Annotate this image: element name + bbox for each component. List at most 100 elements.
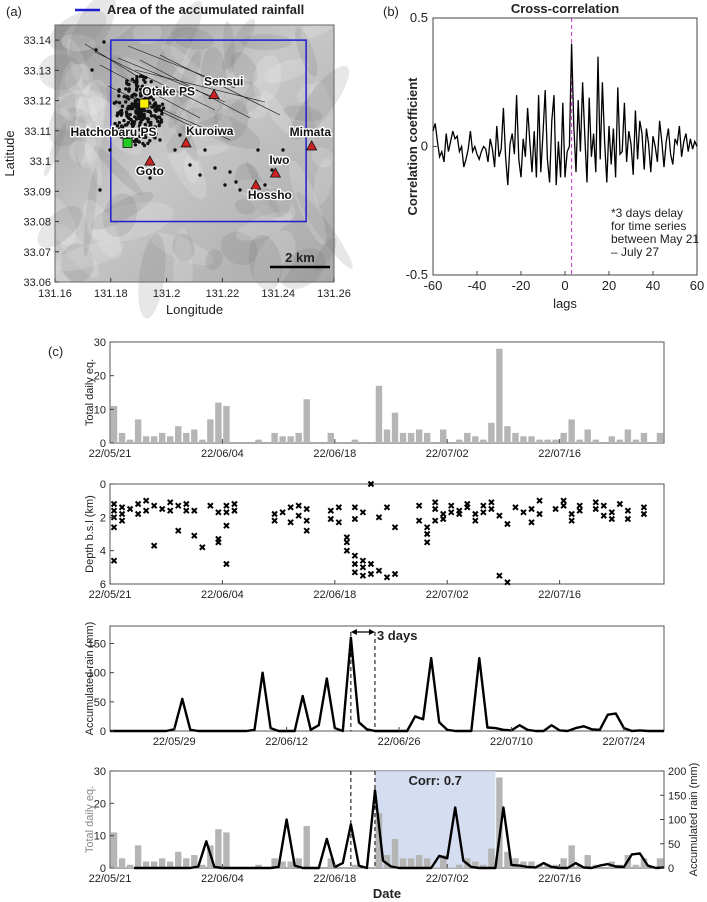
combo-eq-bar	[656, 858, 664, 868]
epicenter-point	[223, 183, 227, 187]
epicenter-point	[130, 77, 135, 82]
depth-point	[415, 502, 423, 509]
map-x-tick-label: 131.16	[38, 288, 72, 300]
relief-texture	[309, 81, 334, 136]
epicenter-point	[213, 166, 217, 170]
xcorr-y-tick-label: -0.5	[406, 267, 428, 282]
combo-left-tick-label: 20	[94, 798, 106, 810]
depth-point	[175, 527, 182, 534]
eq-bar	[295, 432, 302, 443]
eq-bar	[632, 439, 640, 443]
depth-y-axis-label: Depth b.s.l (km)	[84, 495, 96, 573]
relief-texture	[151, 233, 214, 266]
combo-right-tick-label: 200	[668, 766, 686, 778]
epicenter-point	[135, 98, 140, 102]
combo-left-tick-label: 30	[94, 766, 106, 778]
combo-eq-bar	[295, 858, 302, 868]
eq-bar	[391, 412, 399, 443]
relief-texture	[69, 140, 93, 164]
depth-point	[576, 507, 583, 514]
depth-point	[367, 560, 375, 568]
relief-texture	[248, 234, 282, 291]
epicenter-point	[127, 116, 131, 121]
place-label: Hossho	[248, 188, 292, 202]
combo-eq-bar	[150, 861, 158, 868]
relief-texture	[311, 147, 334, 168]
depth-point	[608, 509, 616, 516]
relief-texture	[217, 111, 233, 137]
xcorr-annotation-line: – July 27	[611, 245, 659, 259]
epicenter-point	[149, 113, 154, 118]
relief-texture	[160, 116, 207, 200]
relief-texture	[53, 241, 124, 271]
relief-texture	[54, 223, 100, 278]
epicenter-point	[138, 121, 142, 125]
relief-texture	[313, 158, 333, 205]
depth-point	[126, 505, 134, 513]
depth-y-tick-label: 4	[100, 546, 106, 558]
rain-date-tick-label: 22/07/10	[490, 736, 533, 748]
epicenter-point	[133, 143, 138, 147]
epicenter-point	[120, 104, 125, 108]
map-y-tick-label: 33.07	[23, 247, 51, 259]
depth-point	[624, 507, 632, 514]
depth-point	[568, 517, 575, 524]
eq-bar	[488, 422, 495, 443]
epicenter-point	[130, 102, 134, 106]
rain-y-axis-label: Accumulated rain (mm)	[84, 622, 96, 736]
place-marker-triangle	[250, 179, 262, 190]
delay-label: 3 days	[377, 628, 417, 643]
eq-frame	[109, 341, 665, 444]
epicenter-point	[228, 170, 232, 174]
relief-texture	[205, 249, 223, 271]
fault-line	[159, 54, 281, 116]
place-marker-square	[122, 138, 133, 148]
eq-bar	[207, 419, 214, 443]
depth-point	[624, 515, 632, 523]
depth-point	[592, 505, 599, 513]
map-relief-background	[55, 25, 334, 282]
xcorr-title: Cross-correlation	[511, 1, 619, 16]
eq-bar	[456, 439, 463, 443]
relief-texture	[48, 93, 91, 147]
eq-bar	[472, 436, 479, 443]
epicenter-point	[159, 109, 164, 113]
map-y-tick-label: 33.14	[23, 35, 51, 47]
depth-point	[351, 560, 359, 568]
place-label: Goto	[136, 164, 164, 178]
depth-point	[383, 574, 391, 581]
depth-point	[223, 502, 230, 509]
epicenter-point	[142, 112, 146, 117]
combo-eq-bar	[118, 858, 126, 868]
combo-right-tick-label: 100	[668, 815, 686, 827]
combo-eq-bar	[584, 855, 591, 868]
depth-point	[183, 500, 190, 508]
relief-texture	[235, 198, 256, 215]
depth-point	[448, 502, 455, 509]
relief-texture	[296, 191, 353, 269]
eq-bar	[255, 439, 262, 443]
depth-point	[592, 499, 599, 506]
eq-bar	[183, 432, 190, 443]
combo-eq-bar	[167, 861, 174, 868]
depth-point	[367, 570, 375, 578]
depth-point	[391, 570, 399, 578]
depth-point	[359, 557, 367, 564]
xcorr-x-tick-label: -60	[424, 278, 443, 293]
epicenter-point	[144, 86, 148, 90]
depth-point	[359, 564, 367, 571]
depth-point	[118, 510, 126, 518]
epicenter-point	[127, 87, 131, 91]
depth-point	[110, 507, 118, 514]
rain-frame	[109, 625, 665, 732]
depth-point	[167, 499, 174, 506]
epicenter-point	[238, 188, 242, 192]
relief-texture	[38, 193, 76, 245]
relief-texture	[67, 38, 91, 96]
eq-bar	[399, 432, 407, 443]
depth-point	[134, 500, 142, 508]
depth-point	[118, 517, 126, 524]
depth-point	[472, 510, 479, 518]
epicenter-point	[128, 112, 132, 117]
depth-point	[335, 519, 343, 526]
